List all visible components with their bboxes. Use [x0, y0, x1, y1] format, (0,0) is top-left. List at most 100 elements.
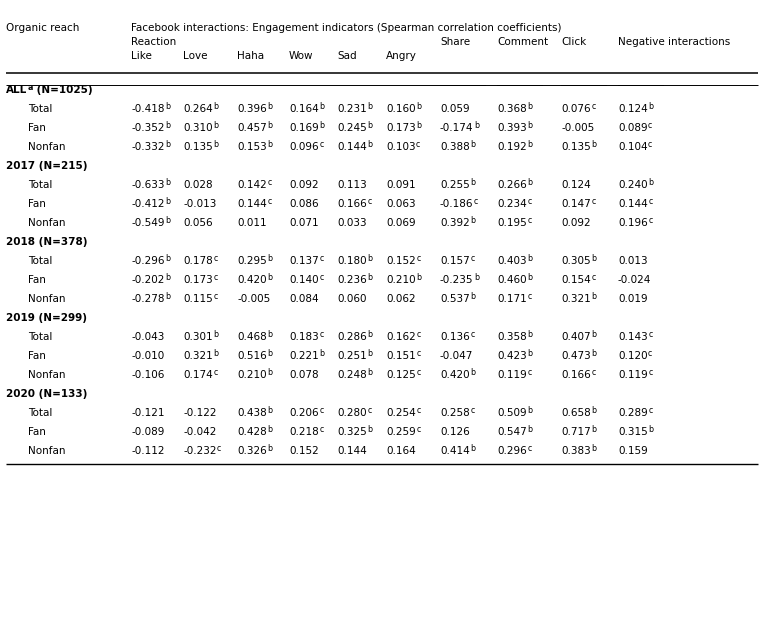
Text: c: c — [527, 444, 532, 453]
Text: 0.142: 0.142 — [237, 180, 267, 190]
Text: -0.005: -0.005 — [237, 294, 270, 304]
Text: c: c — [648, 197, 652, 206]
Text: Fan: Fan — [28, 199, 46, 209]
Text: 0.428: 0.428 — [237, 427, 267, 437]
Text: -0.112: -0.112 — [131, 446, 164, 456]
Text: c: c — [648, 121, 652, 130]
Text: 0.236: 0.236 — [337, 275, 367, 285]
Text: c: c — [648, 368, 652, 377]
Text: 0.119: 0.119 — [618, 370, 648, 380]
Text: 0.420: 0.420 — [440, 370, 470, 380]
Text: 0.251: 0.251 — [337, 351, 367, 361]
Text: Fan: Fan — [28, 123, 46, 133]
Text: (N=1025): (N=1025) — [33, 85, 92, 95]
Text: 0.414: 0.414 — [440, 446, 470, 456]
Text: 0.264: 0.264 — [183, 104, 212, 114]
Text: -0.047: -0.047 — [440, 351, 474, 361]
Text: b: b — [267, 273, 272, 282]
Text: c: c — [213, 292, 218, 301]
Text: b: b — [416, 102, 421, 111]
Text: 0.173: 0.173 — [183, 275, 212, 285]
Text: Total: Total — [28, 180, 53, 190]
Text: b: b — [474, 121, 479, 130]
Text: b: b — [165, 273, 170, 282]
Text: b: b — [591, 254, 596, 263]
Text: b: b — [471, 140, 475, 149]
Text: b: b — [367, 121, 372, 130]
Text: b: b — [527, 406, 532, 415]
Text: c: c — [648, 216, 652, 225]
Text: Sad: Sad — [337, 51, 357, 61]
Text: 0.240: 0.240 — [618, 180, 648, 190]
Text: 0.152: 0.152 — [386, 256, 416, 266]
Text: 0.159: 0.159 — [618, 446, 648, 456]
Text: 0.280: 0.280 — [337, 408, 367, 418]
Text: 0.296: 0.296 — [497, 446, 526, 456]
Text: b: b — [165, 216, 170, 225]
Text: 0.468: 0.468 — [237, 332, 267, 342]
Text: 0.143: 0.143 — [618, 332, 648, 342]
Text: b: b — [367, 273, 372, 282]
Text: -0.332: -0.332 — [131, 142, 164, 152]
Text: 0.326: 0.326 — [237, 446, 267, 456]
Text: 0.135: 0.135 — [561, 142, 591, 152]
Text: 0.310: 0.310 — [183, 123, 212, 133]
Text: 0.305: 0.305 — [561, 256, 591, 266]
Text: 0.113: 0.113 — [337, 180, 367, 190]
Text: 0.234: 0.234 — [497, 199, 526, 209]
Text: b: b — [527, 140, 533, 149]
Text: 0.125: 0.125 — [386, 370, 416, 380]
Text: 0.717: 0.717 — [561, 427, 591, 437]
Text: b: b — [591, 349, 596, 358]
Text: b: b — [367, 349, 372, 358]
Text: c: c — [416, 349, 420, 358]
Text: 0.254: 0.254 — [386, 408, 416, 418]
Text: Like: Like — [131, 51, 152, 61]
Text: b: b — [267, 406, 272, 415]
Text: c: c — [471, 406, 474, 415]
Text: b: b — [165, 197, 170, 206]
Text: b: b — [267, 349, 272, 358]
Text: -0.013: -0.013 — [183, 199, 216, 209]
Text: 0.089: 0.089 — [618, 123, 648, 133]
Text: 0.033: 0.033 — [337, 218, 367, 228]
Text: 0.164: 0.164 — [386, 446, 416, 456]
Text: 0.547: 0.547 — [497, 427, 526, 437]
Text: Fan: Fan — [28, 427, 46, 437]
Text: b: b — [367, 254, 372, 263]
Text: 0.140: 0.140 — [289, 275, 319, 285]
Text: 0.011: 0.011 — [237, 218, 267, 228]
Text: b: b — [267, 140, 272, 149]
Text: c: c — [416, 330, 420, 338]
Text: 0.403: 0.403 — [497, 256, 526, 266]
Text: b: b — [648, 425, 653, 434]
Text: c: c — [591, 273, 595, 282]
Text: 0.180: 0.180 — [337, 256, 367, 266]
Text: Fan: Fan — [28, 351, 46, 361]
Text: 0.178: 0.178 — [183, 256, 212, 266]
Text: -0.412: -0.412 — [131, 199, 164, 209]
Text: c: c — [367, 406, 371, 415]
Text: 0.509: 0.509 — [497, 408, 526, 418]
Text: b: b — [591, 330, 596, 338]
Text: 0.266: 0.266 — [497, 180, 526, 190]
Text: Haha: Haha — [237, 51, 264, 61]
Text: 0.231: 0.231 — [337, 104, 367, 114]
Text: b: b — [267, 254, 272, 263]
Text: -0.232: -0.232 — [183, 446, 216, 456]
Text: 0.173: 0.173 — [386, 123, 416, 133]
Text: Facebook interactions: Engagement indicators (Spearman correlation coefficients): Facebook interactions: Engagement indica… — [131, 23, 562, 33]
Text: 0.196: 0.196 — [618, 218, 648, 228]
Text: b: b — [591, 425, 596, 434]
Text: b: b — [267, 330, 272, 338]
Text: b: b — [416, 273, 421, 282]
Text: b: b — [527, 121, 533, 130]
Text: 0.056: 0.056 — [183, 218, 212, 228]
Text: b: b — [319, 102, 324, 111]
Text: 0.258: 0.258 — [440, 408, 470, 418]
Text: c: c — [416, 140, 420, 149]
Text: 0.171: 0.171 — [497, 294, 526, 304]
Text: c: c — [416, 425, 420, 434]
Text: 0.115: 0.115 — [183, 294, 212, 304]
Text: -0.122: -0.122 — [183, 408, 216, 418]
